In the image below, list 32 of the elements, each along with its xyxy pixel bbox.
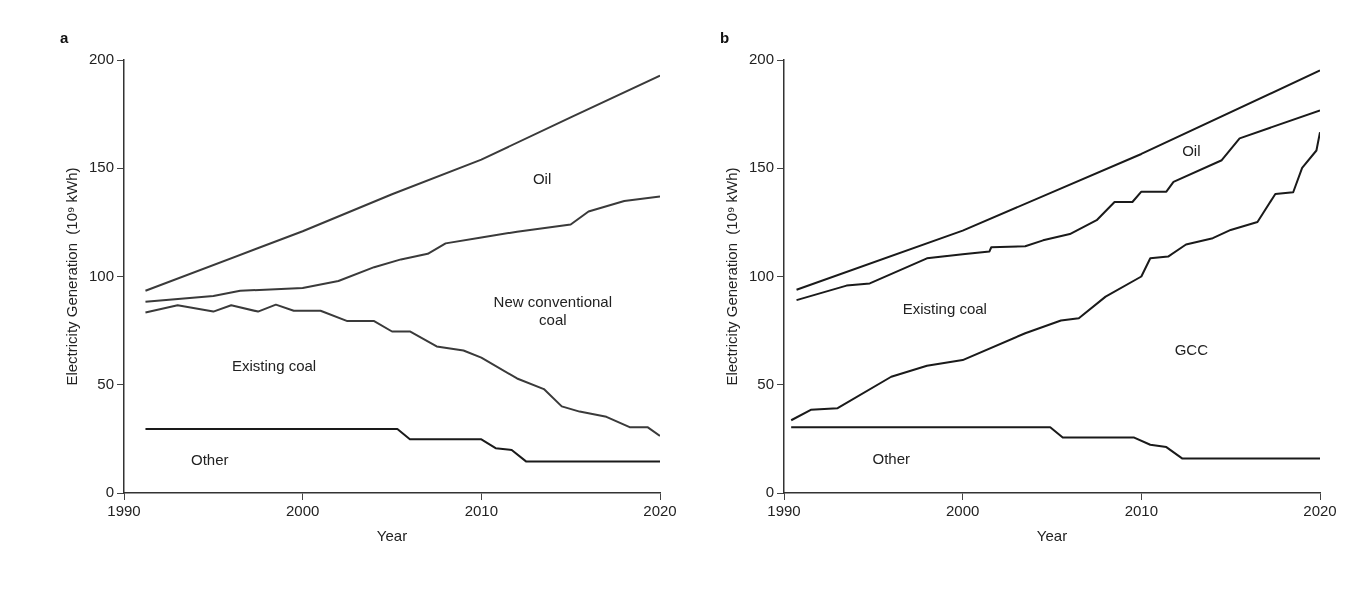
y-tick-label: 50	[757, 374, 775, 392]
x-tick-label: 2010	[464, 502, 499, 520]
annotation: New conventional coal	[493, 293, 613, 329]
annotation: GCC	[1174, 341, 1209, 359]
annotation: Other	[872, 450, 910, 468]
x-tick-label: 2010	[1124, 502, 1159, 520]
x-tick-label: 2020	[1303, 502, 1337, 520]
x-tick-label: 2020	[643, 502, 677, 520]
annotation: Oil	[532, 169, 552, 187]
y-tick-label: 200	[749, 50, 775, 68]
x-tick-label: 1990	[107, 502, 141, 520]
y-axis-title: Electricity Generation (10⁹ kWh)	[723, 167, 741, 386]
annotation: Existing coal	[902, 299, 987, 317]
y-tick-label: 150	[89, 158, 115, 176]
y-tick-label: 50	[97, 374, 115, 392]
annotation: Other	[191, 451, 229, 469]
y-axis-title: Electricity Generation (10⁹ kWh)	[63, 167, 81, 386]
x-tick-label: 1990	[767, 502, 801, 520]
chart-title: b	[720, 29, 730, 47]
y-tick-label: 150	[749, 158, 775, 176]
x-tick-label: 2000	[946, 502, 980, 520]
chart-title: a	[60, 29, 69, 47]
x-axis-title: Year	[1036, 527, 1068, 545]
annotation: Existing coal	[231, 357, 317, 375]
y-tick-label: 0	[105, 483, 115, 501]
x-tick-label: 2000	[286, 502, 320, 520]
y-tick-label: 200	[89, 50, 115, 68]
y-tick-label: 100	[749, 266, 775, 284]
y-tick-label: 0	[765, 483, 775, 501]
x-axis-title: Year	[376, 527, 408, 545]
y-tick-label: 100	[89, 266, 115, 284]
annotation: Oil	[1182, 142, 1201, 160]
